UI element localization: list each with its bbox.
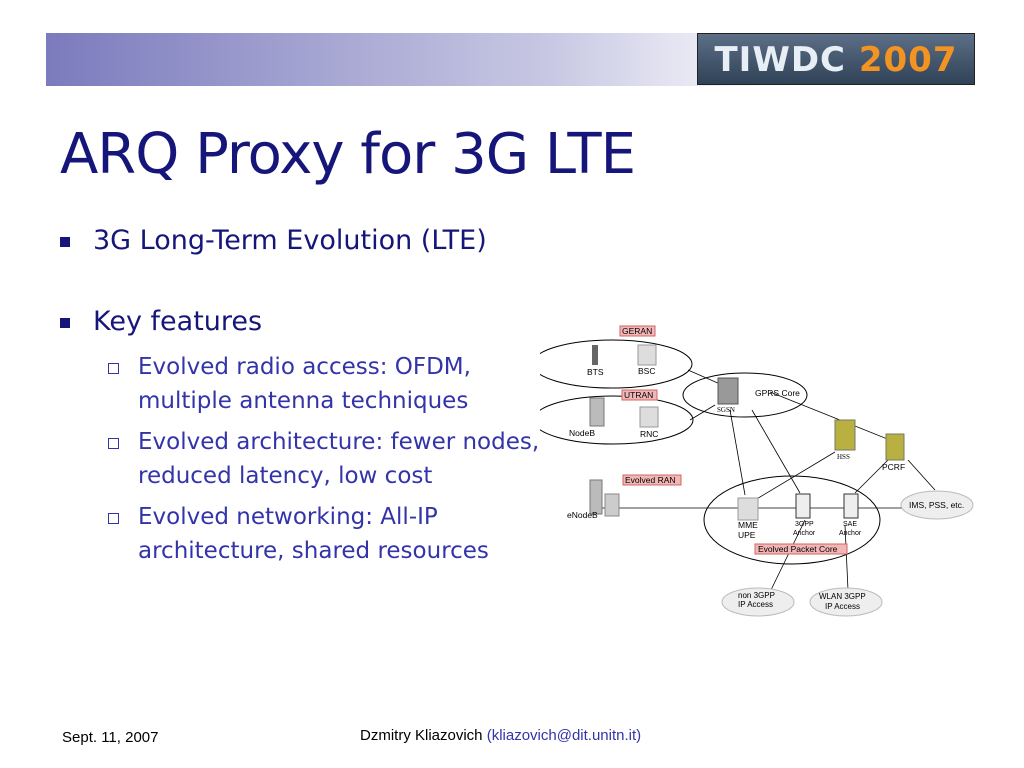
label: NodeB: [569, 428, 595, 438]
label: IP Access: [825, 602, 860, 611]
label: Evolved RAN: [625, 475, 676, 485]
logo: TIWDC 2007: [697, 33, 975, 85]
sub-bullet: Evolved radio access: OFDM, multiple ant…: [108, 350, 548, 418]
label: PCRF: [882, 462, 905, 472]
label: UPE: [738, 530, 756, 540]
label: IMS, PSS, etc.: [909, 500, 964, 510]
label: UTRAN: [624, 390, 653, 400]
bullet-text: Key features: [93, 306, 263, 337]
label: WLAN 3GPP: [819, 592, 866, 601]
author: Dzmitry Kliazovich: [360, 727, 483, 744]
label: SAE: [843, 521, 857, 528]
label: non 3GPP: [738, 591, 775, 600]
label: BSC: [638, 366, 655, 376]
connectors: [600, 369, 936, 593]
label: 3GPP: [795, 521, 814, 528]
label: IP Access: [738, 600, 773, 609]
label: BTS: [587, 367, 604, 377]
logo-text: TIWDC: [714, 40, 847, 80]
sub-bullet-text: Evolved networking: All-IP architecture,…: [138, 504, 489, 564]
label: MME: [738, 520, 758, 530]
label: Anchor: [793, 530, 816, 537]
sub-bullet-text: Evolved architecture: fewer nodes, reduc…: [138, 429, 540, 489]
label: GERAN: [622, 326, 652, 336]
label: RNC: [640, 429, 658, 439]
label: SGSN: [717, 406, 735, 414]
footer-date: Sept. 11, 2007: [62, 729, 159, 746]
sub-bullet: Evolved networking: All-IP architecture,…: [108, 500, 548, 568]
devices: [589, 325, 974, 617]
label: HSS: [837, 453, 850, 461]
label: Evolved Packet Core: [758, 544, 838, 554]
logo-year: 2007: [858, 40, 958, 80]
bullet-text: 3G Long-Term Evolution (LTE): [93, 225, 487, 256]
slide-title: ARQ Proxy for 3G LTE: [60, 122, 636, 187]
email: (kliazovich@dit.unitn.it): [486, 727, 642, 744]
label: Anchor: [839, 530, 862, 537]
sub-bullet: Evolved architecture: fewer nodes, reduc…: [108, 425, 548, 493]
footer-author: Dzmitry Kliazovich (kliazovich@dit.unitn…: [360, 727, 641, 744]
bullet: Key features: [60, 306, 262, 337]
label: eNodeB: [567, 510, 598, 520]
labels: GERAN BTS BSC UTRAN NodeB RNC SGSN GPRS …: [567, 326, 964, 611]
network-diagram: GERAN BTS BSC UTRAN NodeB RNC SGSN GPRS …: [540, 325, 974, 617]
sub-bullet-text: Evolved radio access: OFDM, multiple ant…: [138, 354, 471, 414]
domains: [540, 339, 881, 565]
bullet: 3G Long-Term Evolution (LTE): [60, 225, 487, 256]
label: GPRS Core: [755, 388, 800, 398]
